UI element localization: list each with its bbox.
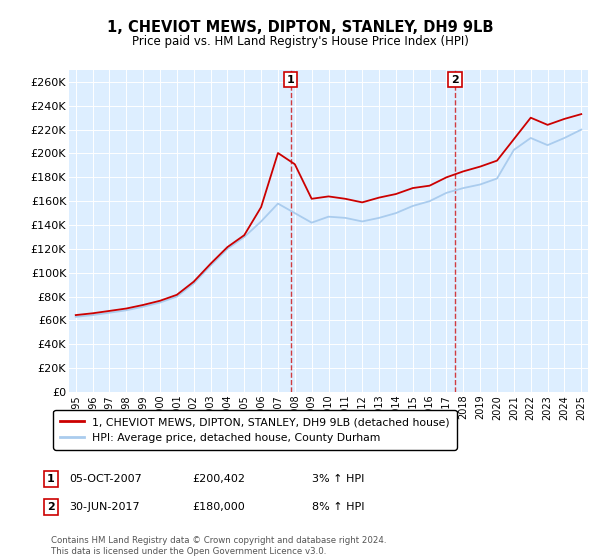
Text: 3% ↑ HPI: 3% ↑ HPI	[312, 474, 364, 484]
Text: 1, CHEVIOT MEWS, DIPTON, STANLEY, DH9 9LB: 1, CHEVIOT MEWS, DIPTON, STANLEY, DH9 9L…	[107, 20, 493, 35]
Text: 2: 2	[47, 502, 55, 512]
Text: Contains HM Land Registry data © Crown copyright and database right 2024.
This d: Contains HM Land Registry data © Crown c…	[51, 536, 386, 556]
Text: 1: 1	[287, 74, 295, 85]
Text: 30-JUN-2017: 30-JUN-2017	[69, 502, 140, 512]
Legend: 1, CHEVIOT MEWS, DIPTON, STANLEY, DH9 9LB (detached house), HPI: Average price, : 1, CHEVIOT MEWS, DIPTON, STANLEY, DH9 9L…	[53, 410, 457, 450]
Text: 1: 1	[47, 474, 55, 484]
Text: Price paid vs. HM Land Registry's House Price Index (HPI): Price paid vs. HM Land Registry's House …	[131, 35, 469, 48]
Text: 05-OCT-2007: 05-OCT-2007	[69, 474, 142, 484]
Text: £200,402: £200,402	[192, 474, 245, 484]
Text: 2: 2	[451, 74, 459, 85]
Text: £180,000: £180,000	[192, 502, 245, 512]
Text: 8% ↑ HPI: 8% ↑ HPI	[312, 502, 365, 512]
